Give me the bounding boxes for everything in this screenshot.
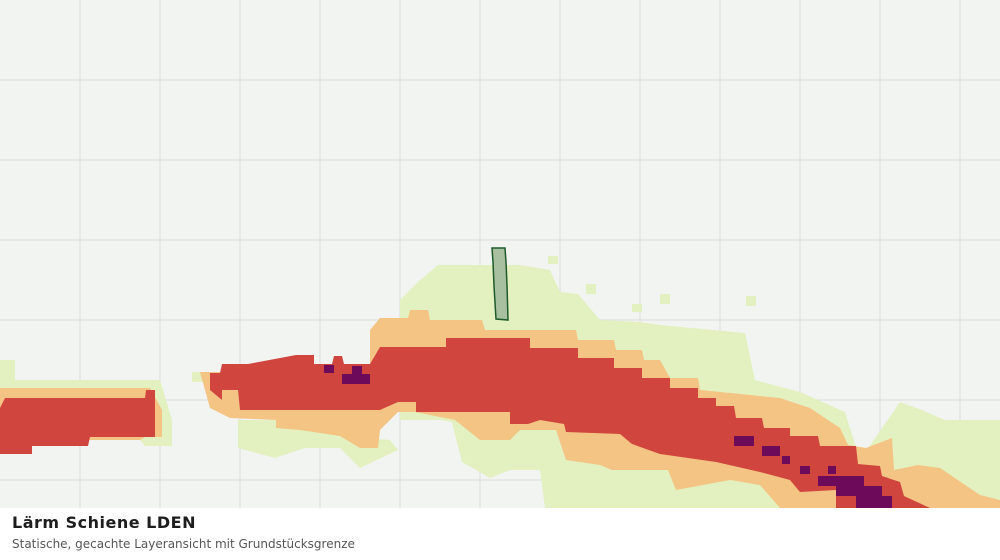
parcel-boundary <box>491 247 509 321</box>
info-panel: Lärm Schiene LDEN Statische, gecachte La… <box>0 508 1000 560</box>
layer-title: Lärm Schiene LDEN <box>12 513 196 532</box>
noise-zone-very-high <box>324 365 892 508</box>
noise-zone-high <box>0 338 930 508</box>
layer-subtitle: Statische, gecachte Layeransicht mit Gru… <box>12 537 355 551</box>
